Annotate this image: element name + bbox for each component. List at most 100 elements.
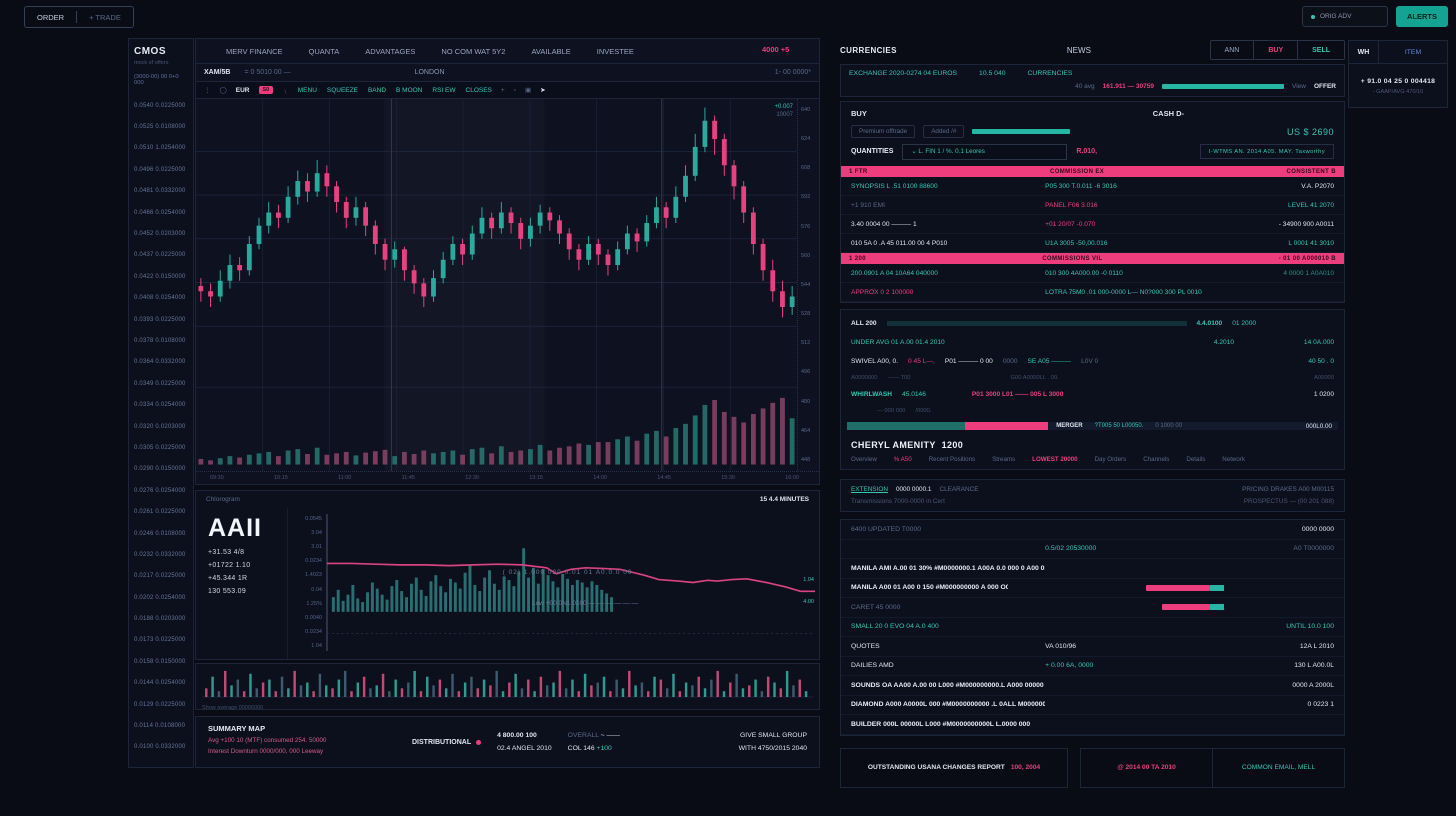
list-item[interactable]: MANILA A00 01 A00 0 150 #M000000000 A 00… <box>841 579 1344 598</box>
order-button[interactable]: ORDER <box>37 12 65 22</box>
watchlist-row[interactable]: 0.0188 0.0203000 <box>134 616 186 623</box>
watchlist-row[interactable]: 0.0496 0.0225000 <box>134 166 186 173</box>
table-row[interactable]: SYNOPSIS L .51 0100 88600 P05 300 T.0.01… <box>841 177 1344 196</box>
watchlist-row[interactable]: 0.0452 0.0203000 <box>134 231 186 238</box>
slash-icon[interactable]: ﹨ <box>282 88 289 95</box>
chart-tab[interactable]: AVAILABLE <box>531 46 571 56</box>
indicator-chip[interactable]: BAND <box>367 86 387 94</box>
price-axis[interactable]: 640 624 608 592 576 560 544 528 512 496 … <box>797 99 819 471</box>
watchlist-row[interactable]: 0.0305 0.0225000 <box>134 444 186 451</box>
date-box[interactable]: @ 2014 00 TA 2010 <box>1117 764 1176 771</box>
watchlist-row[interactable]: 0.0261 0.0225000 <box>134 509 186 516</box>
alerts-button[interactable]: ALERTS <box>1396 6 1448 27</box>
watchlist-row[interactable]: 0.0364 0.0332000 <box>134 359 186 366</box>
indicator-chip[interactable]: MENU <box>297 86 317 94</box>
offer-link[interactable]: OFFER <box>1313 83 1336 90</box>
secondary-interval[interactable]: 15 4.4 MINUTES <box>759 496 809 503</box>
volume-strip-panel[interactable]: Show average 00000000 <box>195 663 820 711</box>
watchlist-row[interactable]: 0.0393 0.0225000 <box>134 316 186 323</box>
indicator-chip[interactable]: SQUEEZE <box>326 86 358 94</box>
order-toggle-group[interactable]: ORDER + TRADE <box>24 6 134 28</box>
section-tab[interactable]: Recent Positions <box>928 456 976 463</box>
watchlist-row[interactable]: 0.0466 0.0254000 <box>134 209 186 216</box>
watchlist-row[interactable]: 0.0246 0.0108000 <box>134 530 186 537</box>
watchlist-row[interactable]: 0.0422 0.0150000 <box>134 273 186 280</box>
list-item[interactable]: QUOTES VA 010/96 12A L 2010 <box>841 637 1344 657</box>
watchlist-row[interactable]: 0.0144 0.0254000 <box>134 680 186 687</box>
tab-alert-badge[interactable]: 4000 +5 <box>762 45 790 54</box>
table-row[interactable]: APPROX 0 2 100000 LOTRA 75M0 .01 000-000… <box>841 283 1344 302</box>
email-box[interactable]: COMMON EMAIL, MELL <box>1212 748 1344 787</box>
buy-button[interactable]: BUY <box>1253 41 1297 59</box>
watchlist-row[interactable]: 0.0510 1.0254000 <box>134 145 186 152</box>
premium-chip[interactable]: Premium offtrade <box>851 125 916 138</box>
indicator-chip[interactable]: RSI EW <box>432 86 456 94</box>
time-axis[interactable]: 09:30 10:15 11:00 11:45 12:30 13:15 14:0… <box>196 471 819 484</box>
section-tab[interactable]: Overview <box>851 456 877 463</box>
item-link[interactable]: ITEM <box>1404 48 1422 56</box>
list-item[interactable]: 0.5/02 20530000 A0 T0000000 <box>841 540 1344 559</box>
list-item[interactable]: DAILIES AMD + 0.00 6A, 0000 130 L A00.0L <box>841 657 1344 676</box>
line-chart[interactable]: ( 02) 1.000 020 0.01 01 A0.0.0 00 Low +0… <box>326 514 815 651</box>
plus-icon[interactable]: + <box>500 86 505 94</box>
view-link[interactable]: View <box>1291 83 1306 90</box>
chart-tab[interactable]: ADVANTAGES <box>365 46 416 56</box>
order-type-chip[interactable]: I-WTMS AN. 2014 A05. MAY. Taxworthy <box>1199 144 1334 159</box>
chart-tab[interactable]: NO COM WAT 5Y2 <box>441 46 506 56</box>
circle-icon[interactable]: ◯ <box>219 87 227 94</box>
sell-button[interactable]: SELL <box>1297 41 1344 59</box>
watchlist-row[interactable]: 0.0173 0.0225000 <box>134 637 186 644</box>
section-tab[interactable]: Streams <box>992 456 1016 463</box>
table-row[interactable]: 3.40 0004 00 ——— 1 +01 20/07 -0.070 - 34… <box>841 215 1344 234</box>
list-item[interactable]: MANILA AMI A.00 01 30% #M0000000.1 A00A … <box>841 559 1344 579</box>
watchlist-row[interactable]: 0.0349 0.0225000 <box>134 380 186 387</box>
candlestick-chart[interactable]: +0.007 10007 640 624 608 592 576 560 544… <box>196 99 819 471</box>
watchlist-row[interactable]: 0.0129 0.0225000 <box>134 701 186 708</box>
table-row[interactable]: 200.0901 A 04 10A64 040000 010 300 4A000… <box>841 264 1344 283</box>
list-item[interactable]: DIAMOND A000 A0000L 000 #M0000000000 .L … <box>841 696 1344 715</box>
watchlist-row[interactable]: 0.0217 0.0225000 <box>134 573 186 580</box>
section-tab[interactable]: Details <box>1186 456 1206 463</box>
added-chip[interactable]: Added /# <box>923 125 965 138</box>
watchlist-row[interactable]: 0.0320 0.0203000 <box>134 423 186 430</box>
chart-tab[interactable]: MERV FINANCE <box>226 46 283 56</box>
watchlist-row[interactable]: 0.0232 0.0332000 <box>134 551 186 558</box>
watchlist-row[interactable]: 0.0378 0.0108000 <box>134 337 186 344</box>
watchlist-row[interactable]: 0.0540 0.0225000 <box>134 102 186 109</box>
indicator-chip[interactable]: CLOSES <box>465 86 492 94</box>
list-item[interactable]: SOUNDS OA AA00 A.00 00 L000 #M000000000.… <box>841 676 1344 696</box>
search-input[interactable]: ORIG ADV <box>1302 6 1388 27</box>
window-icon[interactable]: ▫ <box>513 86 516 94</box>
section-tab[interactable]: % A50 <box>893 456 912 463</box>
table-row[interactable]: 010 5A 0 .A 45 011.00 00 4 P010 U1A 3005… <box>841 234 1344 253</box>
list-item[interactable]: CARET 45 0000 <box>841 598 1344 618</box>
report-box[interactable]: OUTSTANDING USANA CHANGES REPORT 100, 20… <box>840 747 1068 788</box>
table-row[interactable]: +1 910 EMI PANEL F06 3.016 LEVEL 41 2070 <box>841 196 1344 215</box>
cursor-icon[interactable]: ➤ <box>540 87 546 94</box>
section-tab[interactable]: LOWEST 20000 <box>1032 456 1078 463</box>
news-tab[interactable]: NEWS <box>1066 45 1091 55</box>
list-item[interactable]: SMALL 20 0 EVO 04 A.0 400 UNTIL 10.0 100 <box>841 618 1344 637</box>
chart-tab[interactable]: INVESTEE <box>596 46 634 56</box>
watchlist-row[interactable]: 0.0408 0.0254000 <box>134 295 186 302</box>
watchlist-row[interactable]: 0.0525 0.0108000 <box>134 124 186 131</box>
trade-button[interactable]: + TRADE <box>89 12 121 22</box>
watchlist-row[interactable]: 0.0202 0.0254000 <box>134 594 186 601</box>
watchlist-row[interactable]: 0.0100 0.0332000 <box>134 744 186 751</box>
section-tab[interactable]: Network <box>1222 456 1245 463</box>
grid-icon[interactable]: ▣ <box>525 87 532 94</box>
list-item[interactable]: 6400 UPDATED T0000 0000 0000 <box>841 520 1344 540</box>
watchlist-row[interactable]: 0.0158 0.0150000 <box>134 658 186 665</box>
section-tab[interactable]: Channels <box>1143 456 1170 463</box>
watchlist-row[interactable]: 0.0276 0.0254000 <box>134 487 186 494</box>
watchlist-row[interactable]: 0.0290 0.0150000 <box>134 466 186 473</box>
quantity-input[interactable]: ⌄ L. FIN 1 / %. 0.1 Leores <box>902 143 1068 160</box>
kebab-menu-icon[interactable]: ⋮ <box>204 87 211 94</box>
ann-button[interactable]: ANN <box>1224 46 1240 54</box>
watchlist-row[interactable]: 0.0334 0.0254000 <box>134 402 186 409</box>
indicator-chip[interactable]: B MOON <box>396 86 423 94</box>
watchlist-row[interactable]: 0.0114 0.0108000 <box>134 723 186 730</box>
watchlist-row[interactable]: 0.0481 0.0332000 <box>134 188 186 195</box>
watchlist-row[interactable]: 0.0437 0.0225000 <box>134 252 186 259</box>
section-tab[interactable]: Day Orders <box>1094 456 1127 463</box>
